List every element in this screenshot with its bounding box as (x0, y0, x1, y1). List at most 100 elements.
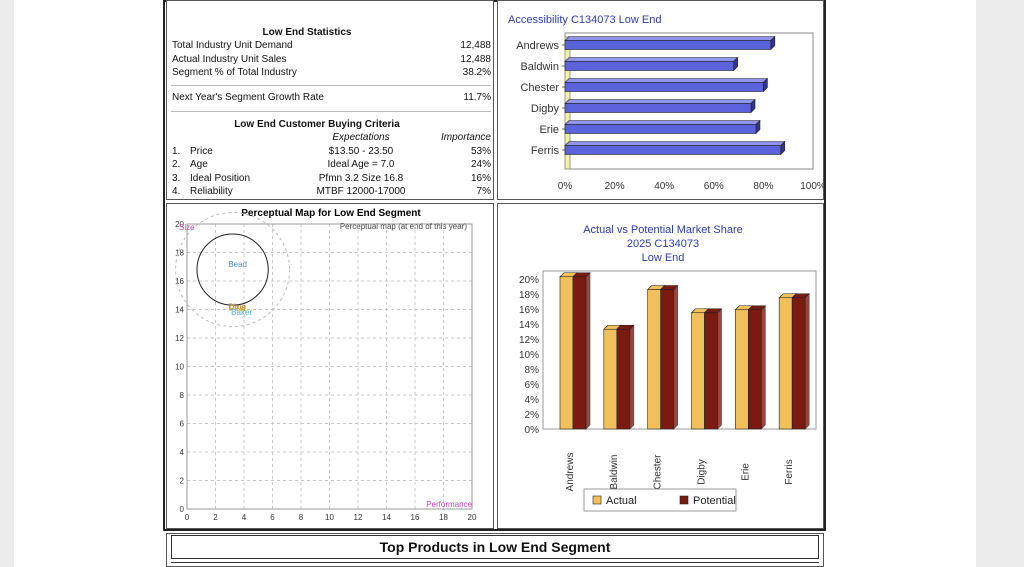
x-tick-label: 100% (800, 181, 824, 192)
bar-top (564, 78, 769, 83)
market-share-bar (647, 289, 661, 430)
y-tick-label: 4 (180, 448, 185, 457)
category-label: Andrews (565, 453, 576, 492)
y-tick-label: 12% (519, 335, 539, 346)
accessibility-chart-panel: Accessibility C134073 Low End Andrews Bald… (497, 0, 824, 200)
accessibility-bar (564, 40, 772, 50)
x-tick-label: 60% (704, 181, 724, 192)
legend-swatch (679, 495, 689, 505)
bar-top (564, 57, 739, 62)
market-share-bar (704, 312, 718, 430)
category-label: Digby (531, 103, 560, 115)
y-tick-label: 6 (180, 420, 185, 429)
market-share-bar (559, 276, 574, 430)
stat-value-demand: 12,488 (460, 40, 491, 51)
y-tick-label: 2% (525, 410, 540, 421)
bar-top (564, 99, 756, 104)
y-axis-label: Size (179, 223, 195, 232)
product-point-label: Baker (231, 308, 252, 317)
y-tick-label: 6% (525, 380, 540, 391)
bar-side (717, 308, 722, 430)
category-label: Andrews (516, 40, 559, 52)
bar-top (564, 36, 776, 41)
market-share-bar (778, 297, 793, 430)
bar-side (804, 293, 810, 430)
category-label: Digby (697, 459, 708, 485)
y-tick-label: 10% (519, 350, 539, 361)
y-tick-label: 14% (519, 320, 539, 331)
market-share-panel: Actual vs Potential Market Share 2025 C13… (497, 203, 824, 529)
bar-top (564, 120, 761, 125)
criteria-expectation-age: Ideal Age = 7.0 (327, 159, 395, 170)
criteria-importance-age: 24% (470, 159, 491, 170)
stat-label-growth: Next Year's Segment Growth Rate (172, 92, 324, 103)
accessibility-bar (564, 61, 734, 71)
legend-label: Actual (606, 495, 637, 507)
bar-side (673, 284, 678, 430)
top-products-header-line (171, 562, 819, 563)
category-label: Chester (653, 454, 664, 490)
criteria-num: 2. (172, 159, 181, 170)
criteria-name-price: Price (190, 146, 213, 157)
bar-top (564, 141, 786, 146)
market-share-bar (616, 328, 631, 430)
chart-subtitle: Perceptual map (at end of this year) (340, 222, 468, 231)
market-share-bar (660, 289, 674, 430)
market-share-chart: Actual vs Potential Market Share 2025 C13… (519, 224, 817, 512)
perceptual-map-panel: Perceptual Map for Low End Segment Percep… (166, 203, 494, 529)
criteria-title: Low End Customer Buying Criteria (234, 119, 400, 130)
plot-area (186, 223, 473, 510)
criteria-expectation-price: $13.50 - 23.50 (328, 146, 394, 157)
x-tick-label: 10 (325, 513, 334, 522)
y-tick-label: 20 (175, 220, 184, 229)
x-axis-label: Performance (426, 500, 472, 509)
market-share-bar (691, 312, 705, 430)
y-tick-label: 16 (175, 277, 184, 286)
x-tick-label: 2 (213, 513, 218, 522)
x-tick-label: 20 (468, 513, 477, 522)
stat-value-sales: 12,488 (460, 54, 491, 65)
expectations-header: Expectations (332, 132, 390, 143)
category-label: Baldwin (609, 454, 620, 489)
chart-subtitle: 2025 C134073 (627, 238, 699, 250)
accessibility-bar (564, 82, 764, 92)
market-share-bar (603, 328, 618, 430)
y-tick-label: 16% (519, 305, 539, 316)
market-share-bar (735, 309, 749, 430)
criteria-name-age: Age (190, 159, 208, 170)
y-tick-label: 10 (175, 363, 184, 372)
product-point-label: Dixie (228, 303, 246, 312)
criteria-expectation-position: Pfmn 3.2 Size 16.8 (318, 173, 404, 184)
category-label: Ferris (531, 145, 560, 157)
perceptual-map-chart: Perceptual Map for Low End Segment Percep… (175, 208, 477, 522)
y-tick-label: 2 (180, 477, 185, 486)
product-point-label: Feat (230, 304, 247, 313)
low-end-statistics-panel: Low End Statistics Total Industry Unit D… (166, 0, 494, 200)
x-tick-label: 4 (242, 513, 247, 522)
stats-title: Low End Statistics (262, 27, 352, 38)
stat-value-segment-pct: 38.2% (462, 67, 491, 78)
chart-subtitle: Low End (642, 252, 685, 264)
accessibility-bar (564, 145, 782, 155)
x-tick-label: 6 (270, 513, 275, 522)
chart-title: Accessibility C134073 Low End (508, 14, 661, 26)
x-tick-label: 0 (185, 513, 190, 522)
inner-segment-circle (196, 233, 269, 306)
y-tick-label: 14 (175, 306, 184, 315)
y-tick-label: 4% (525, 395, 540, 406)
stat-label-sales: Actual Industry Unit Sales (172, 54, 287, 65)
criteria-expectation-reliability: MTBF 12000-17000 (316, 186, 406, 197)
criteria-name-reliability: Reliability (190, 186, 233, 197)
outer-segment-circle (175, 212, 291, 328)
criteria-importance-price: 53% (470, 146, 491, 157)
chart-title: Perceptual Map for Low End Segment (241, 208, 421, 219)
y-tick-label: 8 (180, 391, 185, 400)
bar-side (629, 324, 635, 430)
criteria-name-position: Ideal Position (190, 173, 251, 184)
y-tick-label: 8% (525, 365, 540, 376)
y-tick-label: 0 (180, 505, 185, 514)
market-share-bar (791, 297, 806, 430)
category-label: Erie (740, 463, 751, 481)
accessibility-bar (564, 103, 752, 113)
legend-swatch (592, 495, 602, 505)
